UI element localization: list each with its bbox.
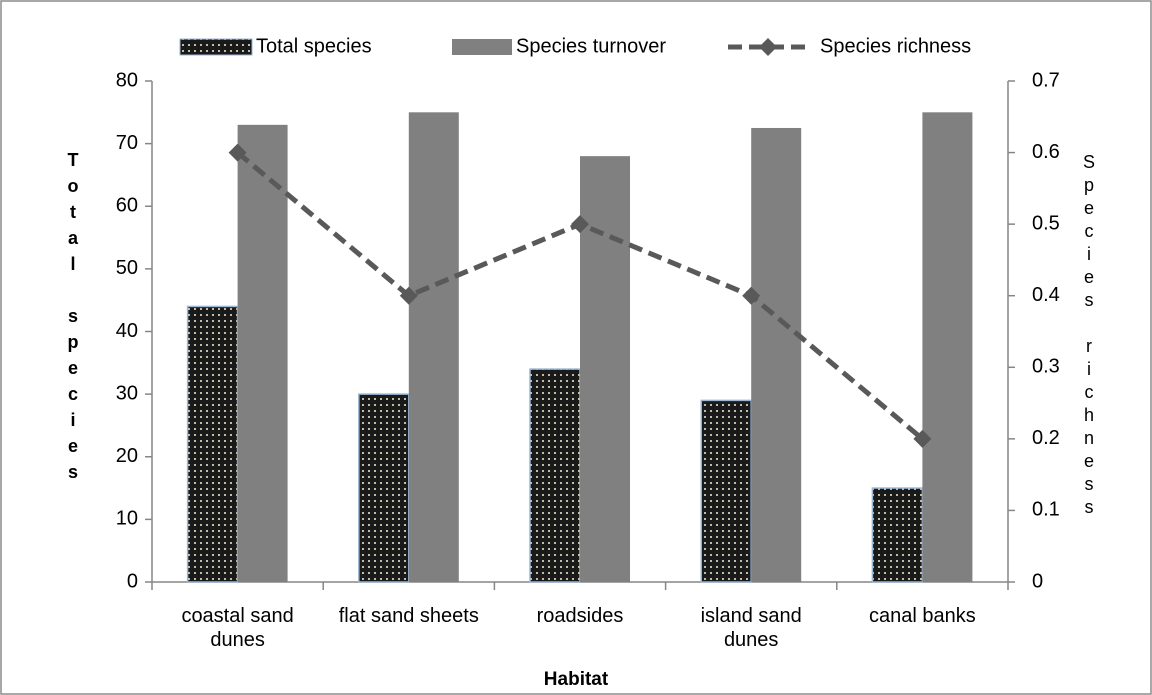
bar: [700, 399, 752, 583]
bar: [237, 124, 288, 583]
bar: [529, 368, 581, 583]
legend-swatch: [179, 38, 253, 56]
y-axis-label: Total species: [63, 150, 83, 488]
y2-tick-label: 0.5: [1032, 212, 1060, 234]
x-tick-label: roadsides: [536, 605, 624, 627]
y2-tick-label: 0.7: [1032, 69, 1060, 91]
y2-axis-label: Species richness: [1079, 152, 1099, 520]
y2-tick-label: 0.1: [1032, 499, 1060, 521]
y-tick-label: 10: [116, 508, 138, 530]
legend-label: Total species: [256, 35, 372, 57]
y-tick-label: 40: [116, 320, 138, 342]
y-tick-label: 20: [116, 445, 138, 467]
y-tick-label: 80: [116, 69, 138, 91]
y2-tick-label: 0.3: [1032, 356, 1060, 378]
y-tick-label: 60: [116, 195, 138, 217]
line-marker: [571, 215, 589, 234]
bar: [922, 112, 973, 582]
y2-tick-label: 0.6: [1032, 141, 1060, 163]
legend-swatch: [452, 39, 512, 55]
line-marker: [913, 429, 932, 448]
y-tick-label: 70: [116, 132, 138, 154]
legend-marker: [759, 38, 777, 56]
x-tick-label: canal banks: [869, 605, 976, 627]
y-tick-label: 30: [116, 382, 138, 404]
line-marker: [228, 143, 247, 162]
y-tick-label: 50: [116, 257, 138, 279]
y2-tick-label: 0.2: [1032, 427, 1060, 449]
line-marker: [399, 286, 418, 305]
y-tick-label: 0: [127, 570, 138, 592]
legend-label: Species turnover: [516, 35, 666, 57]
y2-tick-label: 0: [1032, 570, 1043, 592]
bar: [358, 393, 410, 583]
bar: [871, 487, 924, 583]
legend-label: Species richness: [820, 35, 971, 57]
bar: [408, 112, 459, 582]
x-axis-label: Habitat: [543, 669, 609, 690]
y2-tick-label: 0.4: [1032, 284, 1060, 306]
line-marker: [742, 286, 761, 305]
bar: [580, 156, 630, 582]
x-tick-label: coastal sand dunes: [181, 605, 294, 651]
bar: [186, 305, 239, 583]
x-tick-label: island sand dunes: [700, 605, 802, 651]
bar: [751, 127, 802, 582]
x-tick-label: flat sand sheets: [338, 605, 479, 627]
